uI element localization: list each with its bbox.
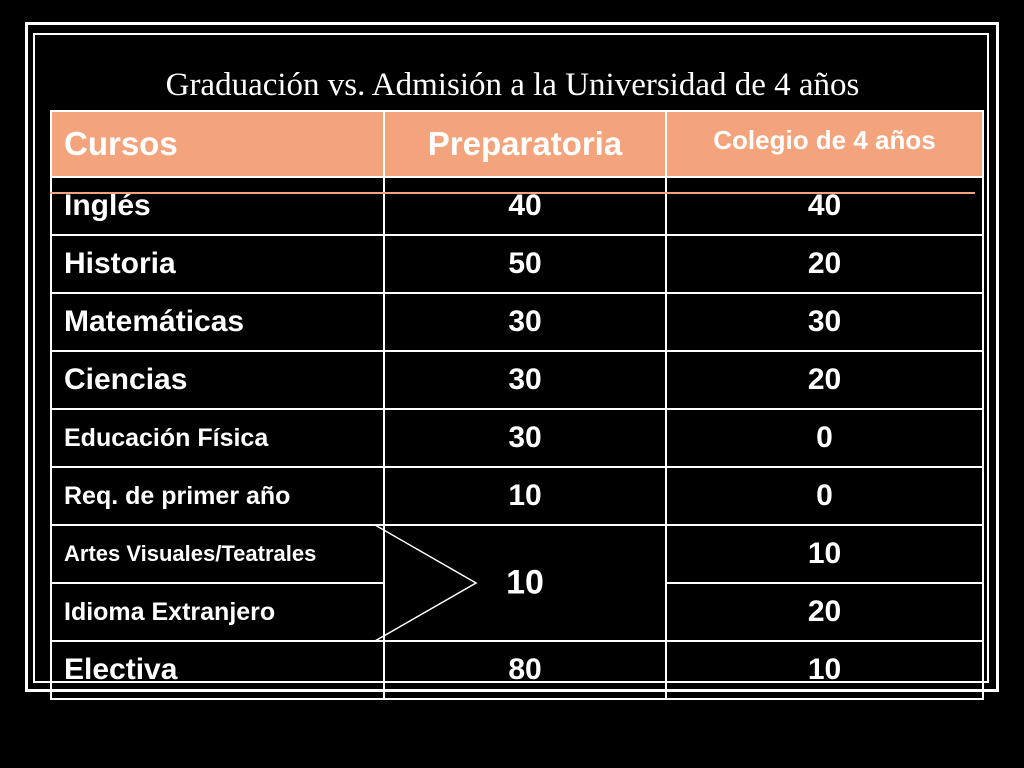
table-row: Electiva 80 10 xyxy=(50,640,984,700)
course-name: Matemáticas xyxy=(50,292,385,352)
college-value: 40 xyxy=(665,176,984,236)
table-header-row: Cursos Preparatoria Colegio de 4 años xyxy=(50,110,984,178)
course-name: Idioma Extranjero xyxy=(50,582,385,642)
table-row: Ciencias 30 20 xyxy=(50,350,984,410)
college-value: 0 xyxy=(665,408,984,468)
table-row: Matemáticas 30 30 xyxy=(50,292,984,352)
college-value: 20 xyxy=(665,350,984,410)
college-value: 30 xyxy=(665,292,984,352)
header-colegio: Colegio de 4 años xyxy=(665,110,984,178)
table-row: Req. de primer año 10 0 xyxy=(50,466,984,526)
prep-value: 10 xyxy=(383,466,667,526)
prep-value: 30 xyxy=(383,350,667,410)
bracket-arrow-icon xyxy=(374,524,478,642)
table-row: Inglés 40 40 xyxy=(50,176,984,236)
table-row: Historia 50 20 xyxy=(50,234,984,294)
course-name: Ciencias xyxy=(50,350,385,410)
merged-prep-value: 10 xyxy=(506,563,544,602)
college-value: 10 xyxy=(665,640,984,700)
courses-table: Cursos Preparatoria Colegio de 4 años In… xyxy=(50,110,984,700)
header-cursos: Cursos xyxy=(50,110,385,178)
table-row: Idioma Extranjero 20 xyxy=(50,582,984,642)
slide-title: Graduación vs. Admisión a la Universidad… xyxy=(165,67,860,103)
college-value: 0 xyxy=(665,466,984,526)
college-value: 20 xyxy=(665,582,984,642)
course-name: Artes Visuales/Teatrales xyxy=(50,524,385,584)
college-value: 20 xyxy=(665,234,984,294)
course-name: Educación Física xyxy=(50,408,385,468)
prep-value: 50 xyxy=(383,234,667,294)
prep-value: 30 xyxy=(383,408,667,468)
course-name: Electiva xyxy=(50,640,385,700)
header-preparatoria: Preparatoria xyxy=(383,110,667,178)
course-name: Req. de primer año xyxy=(50,466,385,526)
table-row: Educación Física 30 0 xyxy=(50,408,984,468)
prep-value: 80 xyxy=(383,640,667,700)
course-name: Historia xyxy=(50,234,385,294)
merged-prep-cell: 10 xyxy=(374,524,667,642)
prep-value: 30 xyxy=(383,292,667,352)
prep-value: 40 xyxy=(383,176,667,236)
college-value: 10 xyxy=(665,524,984,584)
table-row: Artes Visuales/Teatrales 10 10 xyxy=(50,524,984,642)
orange-divider-line xyxy=(50,192,975,194)
course-name: Inglés xyxy=(50,176,385,236)
